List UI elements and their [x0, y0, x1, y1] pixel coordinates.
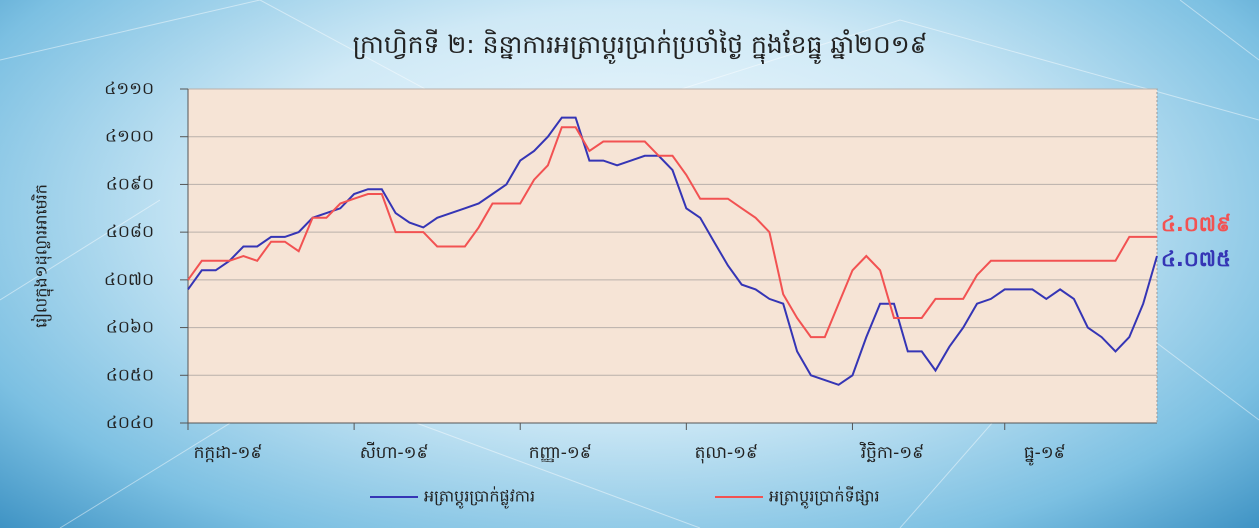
- x-tick-label: កញ្ញា-១៩: [529, 443, 592, 463]
- plot-area: [188, 89, 1157, 423]
- y-tick-label: ៤០៦០: [106, 318, 154, 338]
- y-tick-label: ៤១០០: [105, 127, 154, 147]
- y-tick-label: ៤១១០: [104, 79, 154, 99]
- x-tick-label: តុលា-១៩: [695, 443, 758, 464]
- x-tick-label: វិច្ឆិកា-១៩: [859, 441, 924, 463]
- y-tick-label: ៤០៩០: [106, 174, 154, 194]
- y-tick-label: ៤០៤០: [106, 413, 154, 433]
- legend-label: អត្រាប្តូរប្រាក់ទីផ្សារ: [769, 486, 880, 510]
- value-label: ៤.០៧៩: [1161, 212, 1231, 236]
- series-line: [187, 126, 1157, 339]
- y-axis-title: រៀលក្នុង១ដុល្លារអាមេរិក: [31, 184, 55, 328]
- y-tick-label: ៤០៨០: [106, 222, 154, 242]
- y-tick-label: ៤០៧០: [104, 270, 154, 290]
- series-line: [187, 116, 1158, 386]
- y-tick-label: ៤០៥០: [106, 365, 154, 385]
- x-tick-label: សីហា-១៩: [360, 441, 429, 463]
- chart-title: ក្រាហ្វិកទី ២: និន្នាការអត្រាប្តូរប្រាក់…: [353, 29, 928, 64]
- x-tick-label: ធ្នូ-១៩: [1024, 443, 1066, 466]
- value-label: ៤.០៧៥: [1161, 247, 1231, 271]
- x-tick-label: កក្កដា-១៩: [194, 443, 263, 463]
- legend-label: អត្រាប្តូរប្រាក់ផ្លូវការ: [424, 486, 535, 510]
